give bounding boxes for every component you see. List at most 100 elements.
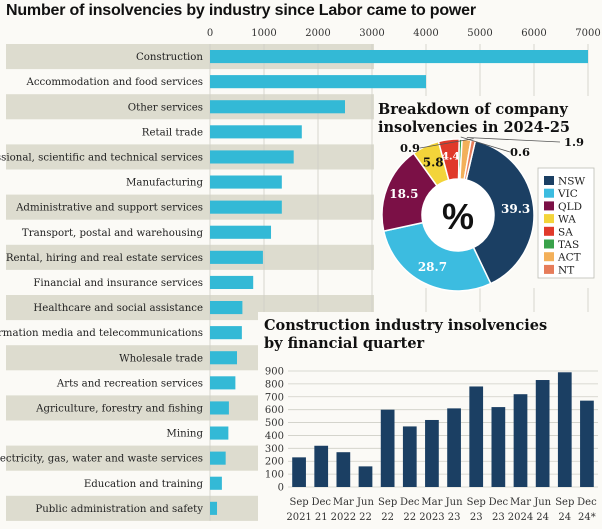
y-tick-label: 800 — [265, 379, 284, 390]
y-tick-label: 400 — [265, 431, 284, 442]
industry-label: Rental, hiring and real estate services — [6, 253, 203, 264]
quarter-tick-label: 2021 — [286, 512, 311, 523]
legend-swatch — [544, 264, 554, 274]
quarter-tick-label: Dec — [311, 497, 331, 508]
industry-bar — [210, 250, 263, 264]
industry-label: Retail trade — [142, 127, 203, 138]
donut-hole — [422, 179, 494, 251]
donut-slice-label: 0.6 — [510, 145, 530, 159]
legend-label: SA — [558, 226, 573, 238]
industry-label: Administrative and support services — [15, 203, 203, 214]
quarter-tick-label: 24 — [558, 512, 571, 523]
legend-label: QLD — [558, 201, 582, 213]
quarter-tick-label: 24 — [536, 512, 549, 523]
quarter-tick-label: Jun — [533, 497, 551, 508]
quarter-tick-label: 22 — [403, 512, 416, 523]
donut-leader-line — [419, 138, 474, 149]
industry-bar — [210, 476, 222, 490]
industry-bar — [210, 451, 226, 465]
x-tick-label: 0 — [207, 28, 213, 39]
quarter-tick-label: 23 — [448, 512, 461, 523]
x-tick-label: 6000 — [521, 28, 546, 39]
industry-label: Electricity, gas, water and waste servic… — [0, 454, 203, 465]
industry-label: Arts and recreation services — [56, 378, 203, 389]
industry-label: Information media and telecommunications — [0, 328, 203, 339]
quarter-tick-label: 23 — [470, 512, 483, 523]
quarter-bar — [380, 409, 395, 487]
legend-label: TAS — [558, 239, 579, 251]
legend-swatch — [544, 201, 554, 211]
row-band — [6, 144, 374, 170]
quarter-tick-label: 2023 — [419, 512, 444, 523]
industry-bar — [210, 225, 272, 239]
industry-label: Accommodation and food services — [25, 77, 203, 88]
donut-slice-label: 0.9 — [400, 141, 420, 155]
x-tick-label: 2000 — [305, 28, 330, 39]
quarter-tick-label: 2022 — [331, 512, 356, 523]
legend-swatch — [544, 188, 554, 198]
page-title: Number of insolvencies by industry since… — [6, 2, 476, 19]
legend-swatch — [544, 176, 554, 185]
x-tick-label: 4000 — [413, 28, 438, 39]
legend-label: NT — [558, 264, 574, 276]
quarter-tick-label: Sep — [555, 497, 574, 508]
donut-slice-label: 5.8 — [423, 156, 444, 170]
industry-label: Mining — [166, 429, 203, 440]
legend-swatch — [544, 214, 554, 224]
industry-bar — [210, 351, 237, 365]
donut-leader-line — [466, 137, 561, 143]
industry-bar — [210, 376, 236, 390]
industry-bar — [210, 426, 229, 440]
industry-label: Professional, scientific and technical s… — [0, 152, 203, 163]
industry-bar — [210, 175, 282, 189]
quarter-bar — [557, 372, 572, 487]
donut-slice-label: 39.3 — [501, 202, 530, 216]
quarter-bar — [358, 466, 373, 487]
quarter-chart-title: by financial quarter — [264, 335, 425, 352]
quarter-tick-label: Sep — [378, 497, 397, 508]
quarter-bar — [469, 386, 484, 487]
quarter-tick-label: Jun — [356, 497, 374, 508]
quarter-bar — [513, 394, 528, 487]
industry-bar — [210, 150, 294, 164]
quarter-tick-label: 22 — [381, 512, 394, 523]
legend-label: WA — [558, 214, 576, 226]
donut-slice-label: 18.5 — [389, 187, 418, 201]
legend-swatch — [544, 239, 554, 249]
industry-bar — [210, 100, 345, 114]
industry-label: Agriculture, forestry and fishing — [35, 403, 203, 414]
donut-slice-label: 4.4 — [442, 150, 460, 162]
quarter-chart-title: Construction industry insolvencies — [264, 317, 547, 334]
quarter-bar — [336, 452, 351, 487]
industry-label: Education and training — [84, 479, 204, 490]
quarter-bar — [425, 419, 439, 487]
quarter-tick-label: Jun — [445, 497, 463, 508]
industry-bar — [210, 401, 229, 415]
y-tick-label: 500 — [265, 418, 284, 429]
industry-label: Manufacturing — [126, 178, 204, 189]
donut-slice-label: 28.7 — [418, 260, 447, 274]
industry-bar-chart: 0 1000 2000 3000 4000 5000 6000 7000Constructio… — [0, 28, 601, 521]
industry-label: Other services — [128, 102, 203, 113]
x-tick-label: 1000 — [251, 28, 276, 39]
industry-bar — [210, 200, 282, 214]
quarter-bar — [447, 408, 461, 487]
quarter-tick-label: Dec — [489, 497, 509, 508]
legend-label: ACT — [557, 252, 581, 264]
quarter-tick-label: 23 — [492, 512, 505, 523]
quarter-tick-label: Sep — [467, 497, 486, 508]
quarter-bar — [314, 445, 329, 487]
legend-swatch — [544, 252, 554, 262]
donut-title: Breakdown of company — [378, 101, 568, 118]
industry-bar — [210, 501, 218, 515]
quarter-tick-label: 24* — [578, 512, 596, 523]
quarter-tick-label: 2024 — [508, 512, 533, 523]
quarter-bar — [535, 380, 550, 487]
quarter-tick-label: Mar — [421, 497, 442, 508]
industry-label: Financial and insurance services — [33, 278, 203, 289]
row-band — [6, 194, 374, 220]
industry-label: Transport, postal and warehousing — [22, 228, 204, 239]
